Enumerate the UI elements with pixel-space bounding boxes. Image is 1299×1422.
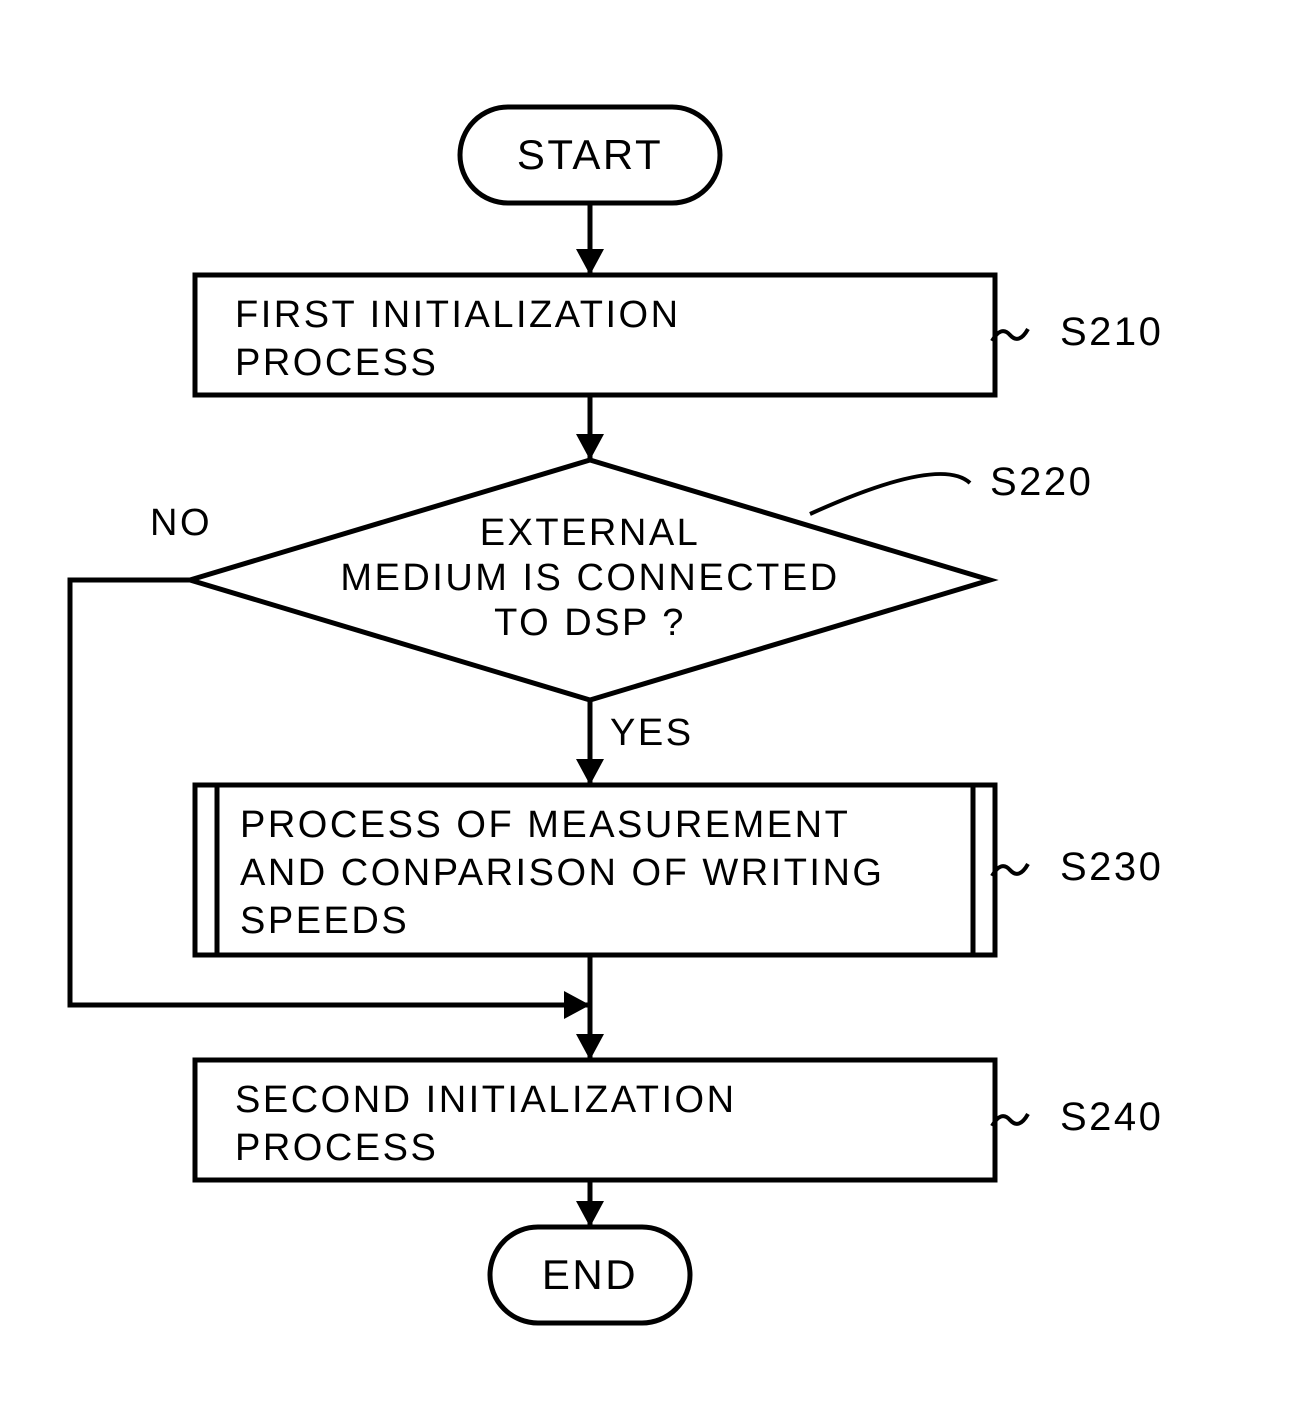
decision-s220-line: EXTERNAL (480, 512, 701, 554)
label-s230: S230 (1060, 845, 1163, 889)
step-s230-line: AND CONPARISON OF WRITING (240, 852, 884, 894)
end-terminal: END (490, 1227, 690, 1323)
step-s230-line: PROCESS OF MEASUREMENT (240, 804, 850, 846)
decision-s220-line: MEDIUM IS CONNECTED (340, 557, 839, 599)
branch-yes: YES (610, 712, 694, 754)
start-label: START (517, 131, 663, 178)
step-s230-line: SPEEDS (240, 900, 409, 942)
label-s210: S210 (1060, 310, 1163, 354)
step-s240-line: SECOND INITIALIZATION (235, 1079, 737, 1121)
label-s240: S240 (1060, 1095, 1163, 1139)
label-s220: S220 (990, 460, 1093, 504)
start-terminal: START (460, 107, 720, 203)
decision-s220-line: TO DSP ? (494, 602, 686, 644)
step-s210-line: PROCESS (235, 342, 438, 384)
step-s210-line: FIRST INITIALIZATION (235, 294, 681, 336)
label-leader-s220 (810, 474, 970, 514)
step-s240-line: PROCESS (235, 1127, 438, 1169)
branch-no: NO (150, 502, 212, 544)
end-label: END (542, 1251, 638, 1298)
